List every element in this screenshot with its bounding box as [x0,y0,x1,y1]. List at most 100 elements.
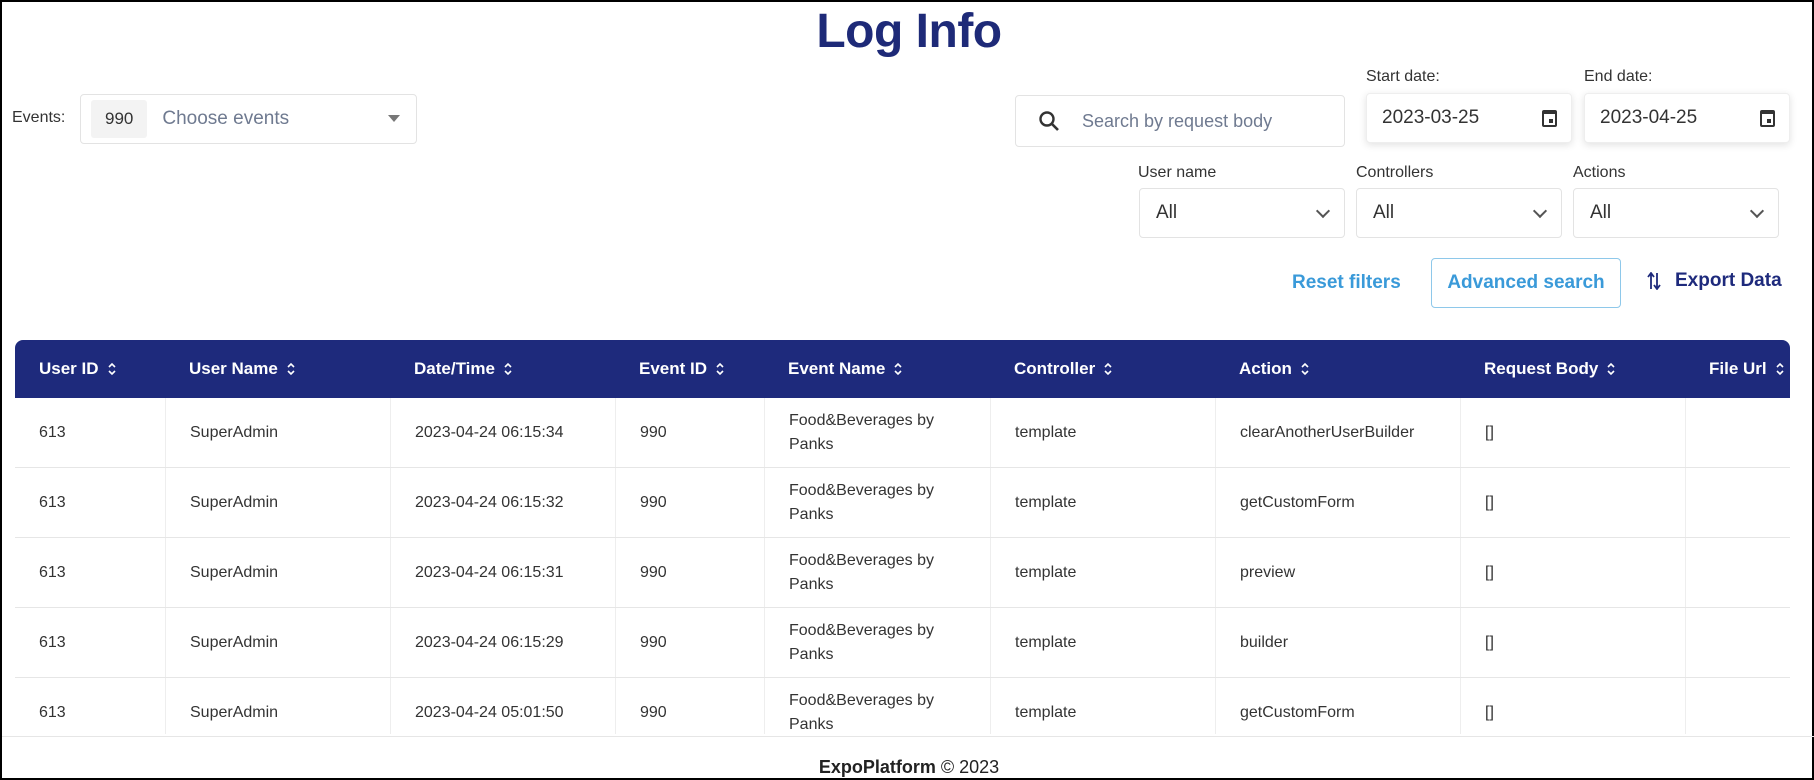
table-cell: Food&Beverages by Panks [764,608,990,677]
table-row[interactable]: 613 SuperAdmin 2023-04-24 06:15:32 990 Food&… [15,468,1790,538]
column-header[interactable]: Request Body [1460,359,1685,379]
controllers-select[interactable]: All [1356,188,1562,238]
table-cell: Food&Beverages by Panks [764,678,990,734]
table-cell: 990 [615,538,764,607]
table-cell: getCustomForm [1215,678,1460,734]
chevron-down-icon [1315,203,1331,219]
footer-copyright: © 2023 [935,757,1000,777]
column-header-label: User ID [39,359,99,378]
table-cell: 613 [39,423,66,441]
table-cell: 2023-04-24 06:15:34 [390,398,615,467]
table-cell: 990 [615,608,764,677]
events-placeholder: Choose events [162,108,290,129]
table-row[interactable]: 613 SuperAdmin 2023-04-24 06:15:31 990 Food&… [15,538,1790,608]
event-tag[interactable]: 990 [91,100,148,138]
table-cell: Food&Beverages by Panks [764,538,990,607]
table-cell: template [990,608,1215,677]
table-cell [1685,468,1790,537]
search-input[interactable]: Search by request body [1015,95,1345,147]
sort-icon[interactable] [1103,361,1113,377]
column-header-label: User Name [189,359,278,378]
start-date-input[interactable]: 2023-03-25 [1366,93,1572,143]
end-date-label: End date: [1584,68,1653,85]
end-date-input[interactable]: 2023-04-25 [1584,93,1790,143]
table-cell: 613 [39,563,66,581]
start-date-value: 2023-03-25 [1382,107,1480,128]
actions-select[interactable]: All [1573,188,1779,238]
caret-down-icon [388,115,400,122]
table-cell: 2023-04-24 06:15:29 [390,608,615,677]
sort-icon[interactable] [1606,361,1616,377]
user-name-select[interactable]: All [1139,188,1345,238]
user-name-value: All [1156,202,1178,223]
sort-icon[interactable] [503,361,513,377]
table-cell: SuperAdmin [165,538,390,607]
advanced-search-button[interactable]: Advanced search [1431,258,1621,308]
column-header-label: Event ID [639,359,708,378]
table-row[interactable]: 613 SuperAdmin 2023-04-24 06:15:29 990 Food&… [15,608,1790,678]
table-cell: clearAnotherUserBuilder [1215,398,1460,467]
calendar-icon[interactable] [1760,110,1775,127]
sort-icon[interactable] [715,361,725,377]
table-header: User ID User Name Date/Time Event ID Event N… [15,340,1790,398]
actions-label: Actions [1573,164,1626,181]
column-header-label: Controller [1014,359,1096,378]
user-name-label: User name [1138,164,1217,181]
sort-icon[interactable] [1300,361,1310,377]
actions-value: All [1590,202,1612,223]
table-cell: 613 [39,493,66,511]
column-header-label: File Url [1709,359,1767,378]
table-cell: Food&Beverages by Panks [764,468,990,537]
table-cell [1685,678,1790,734]
chevron-down-icon [1532,203,1548,219]
events-label: Events: [12,109,66,126]
table-cell: [] [1460,398,1685,467]
table-cell: [] [1460,608,1685,677]
column-header-label: Action [1239,359,1292,378]
column-header[interactable]: User Name [165,359,390,379]
sort-icon[interactable] [1775,361,1785,377]
search-icon [1039,111,1059,131]
table-cell: SuperAdmin [165,468,390,537]
column-header[interactable]: Event Name [764,359,990,379]
table-cell: 2023-04-24 05:01:50 [390,678,615,734]
table-cell: 990 [615,468,764,537]
table-cell: template [990,538,1215,607]
column-header-label: Date/Time [414,359,495,378]
column-header[interactable]: User ID [15,359,165,379]
table-cell: 990 [615,398,764,467]
table-row[interactable]: 613 SuperAdmin 2023-04-24 06:15:34 990 Food&… [15,398,1790,468]
table-cell: SuperAdmin [165,608,390,677]
table-cell: [] [1460,538,1685,607]
controllers-label: Controllers [1356,164,1434,181]
table-cell: template [990,468,1215,537]
reset-filters-link[interactable]: Reset filters [1292,272,1401,293]
controllers-value: All [1373,202,1395,223]
column-header[interactable]: File Url [1685,359,1790,379]
column-header[interactable]: Date/Time [390,359,615,379]
sort-icon[interactable] [893,361,903,377]
page-title: Log Info [816,5,1002,58]
footer-brand: ExpoPlatform [818,757,936,777]
table-cell: 613 [39,703,66,721]
footer: ExpoPlatform © 2023 [2,757,1814,778]
calendar-icon[interactable] [1542,110,1557,127]
sort-icon[interactable] [286,361,296,377]
events-select[interactable]: 990 Choose events [80,94,417,144]
column-header-label: Request Body [1484,359,1599,378]
column-header[interactable]: Action [1215,359,1460,379]
export-data-label: Export Data [1675,270,1782,291]
table-cell: template [990,678,1215,734]
column-header[interactable]: Event ID [615,359,764,379]
table-row[interactable]: 613 SuperAdmin 2023-04-24 05:01:50 990 Food&… [15,678,1790,734]
sort-icon[interactable] [107,361,117,377]
log-table: User ID User Name Date/Time Event ID Event N… [15,340,1790,734]
table-cell [1685,538,1790,607]
table-cell [1685,398,1790,467]
table-cell: preview [1215,538,1460,607]
column-header[interactable]: Controller [990,359,1215,379]
table-body: 613 SuperAdmin 2023-04-24 06:15:34 990 Food&… [15,398,1790,734]
table-cell: [] [1460,678,1685,734]
export-data-button[interactable]: Export Data [1647,270,1782,292]
table-cell: SuperAdmin [165,678,390,734]
